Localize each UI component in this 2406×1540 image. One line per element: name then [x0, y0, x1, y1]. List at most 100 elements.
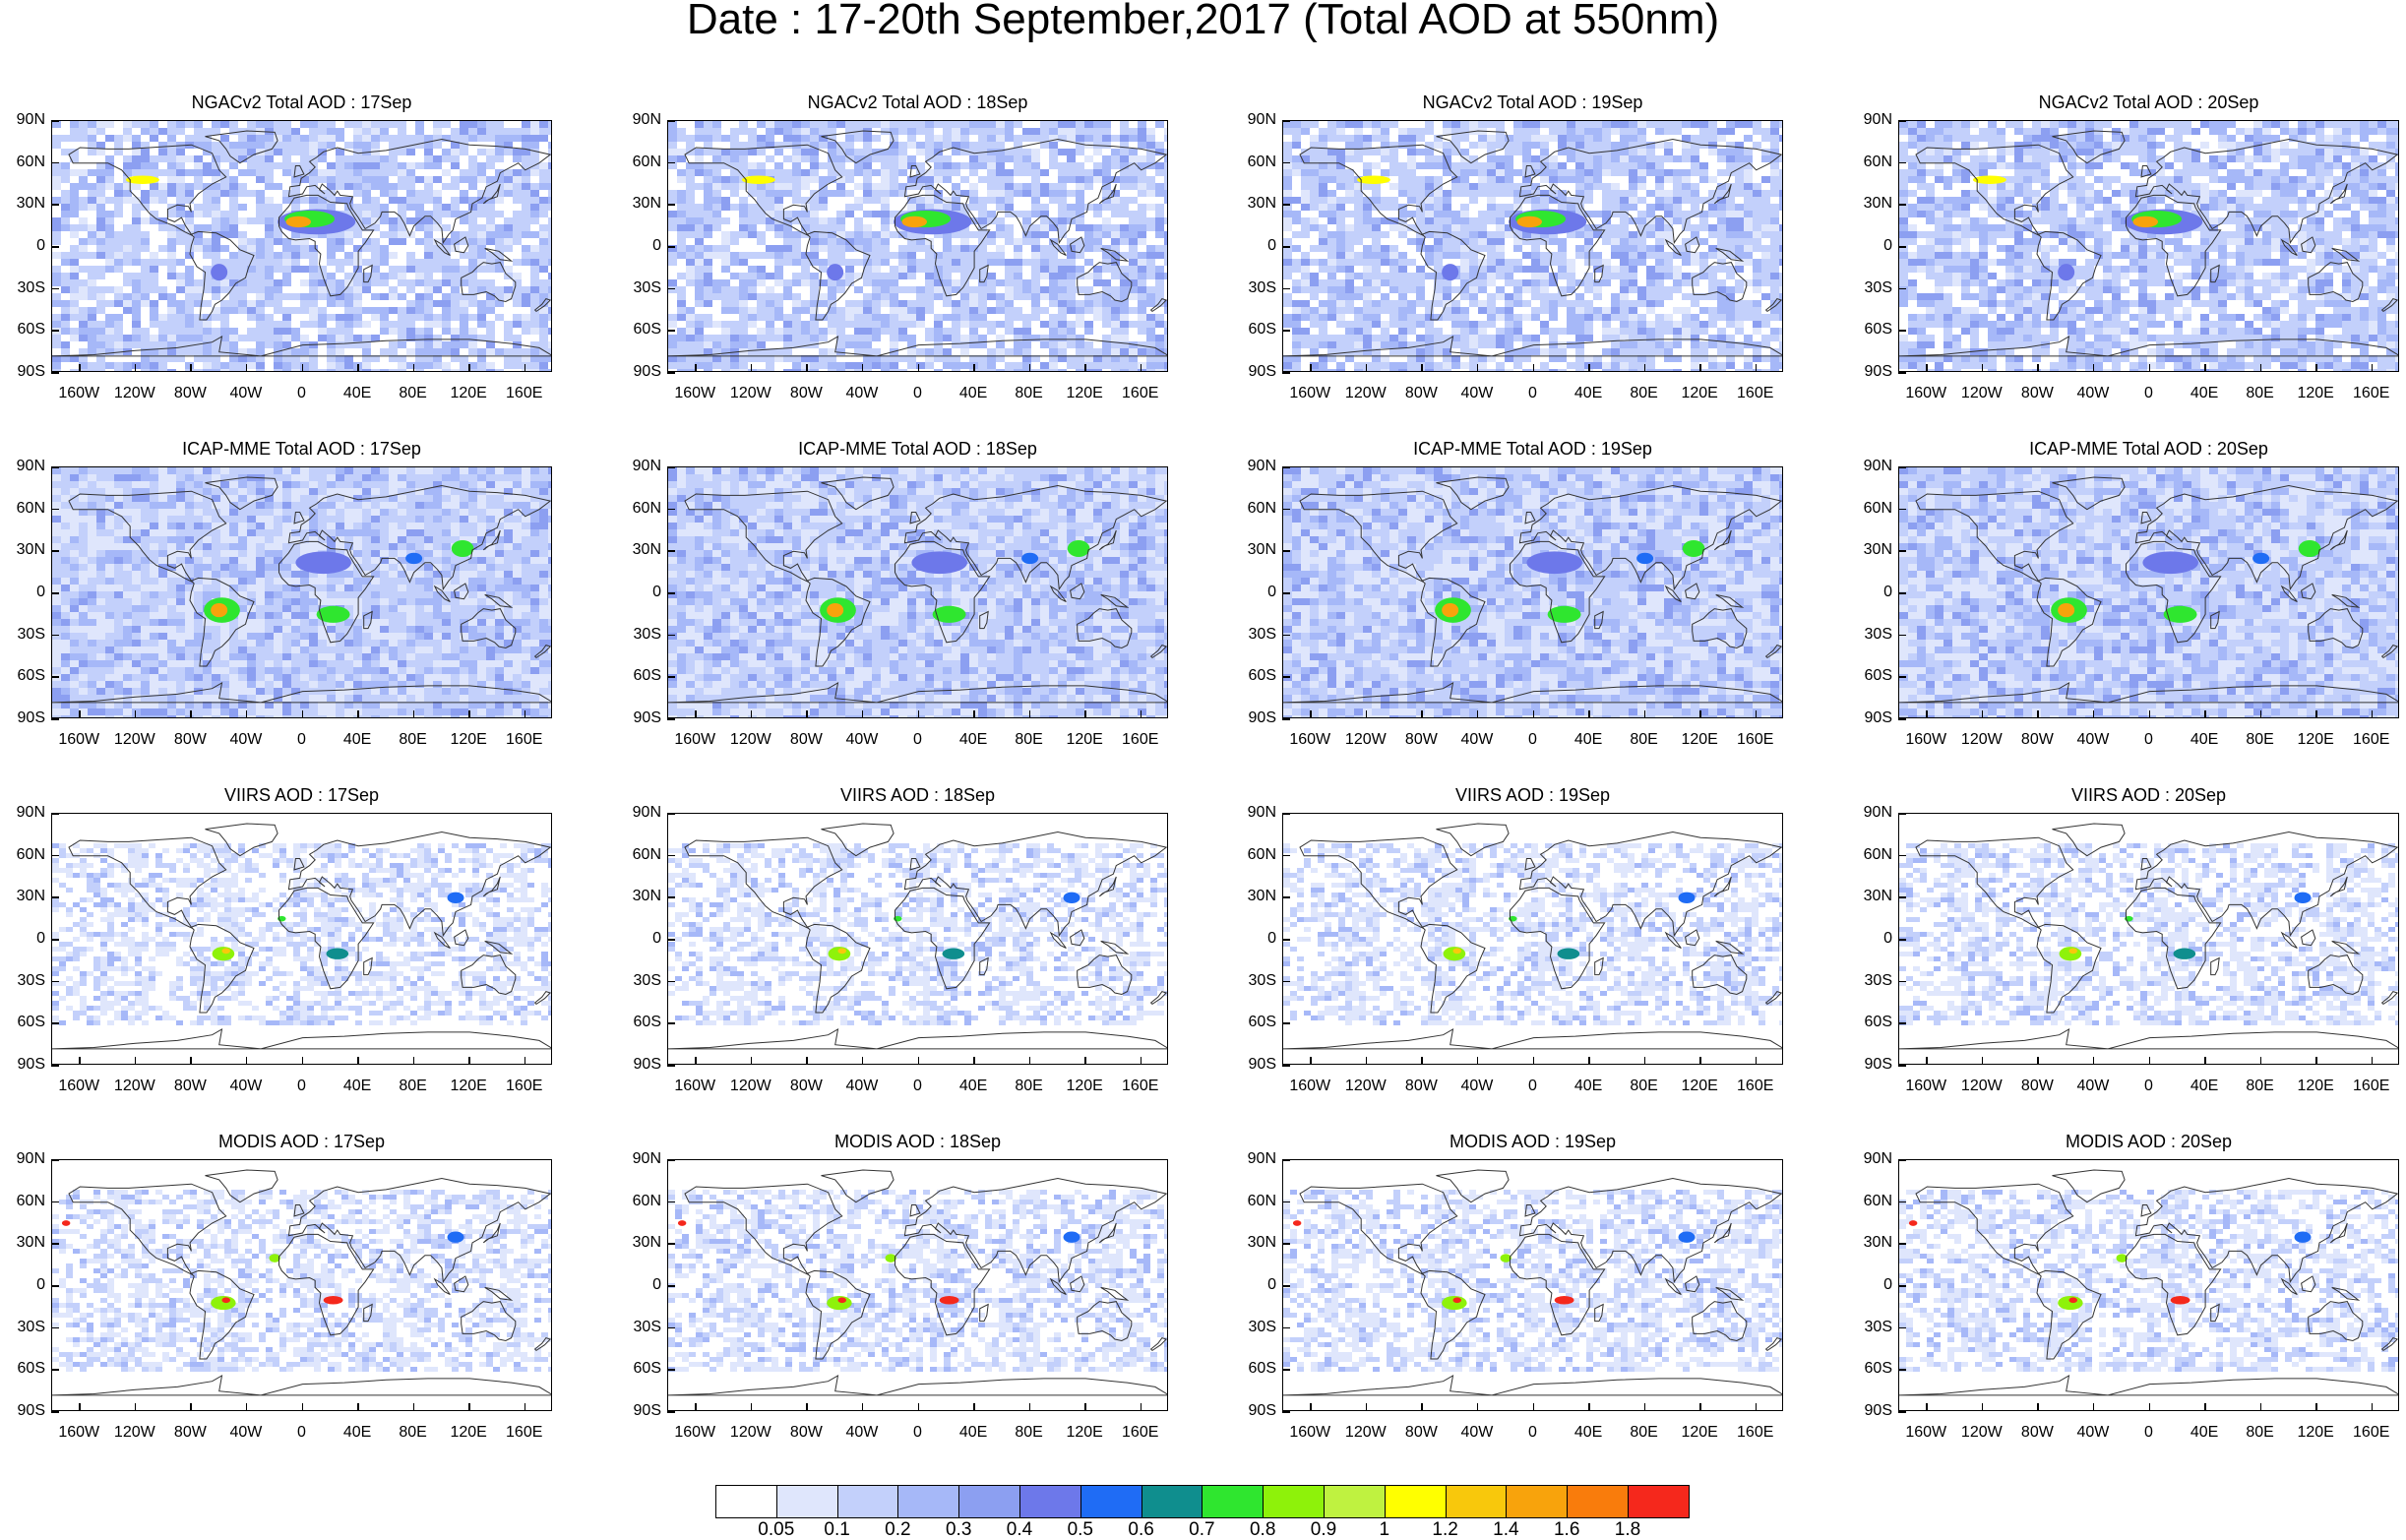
lon-tick [413, 710, 415, 718]
lon-tick [1477, 710, 1479, 718]
lon-label: 120E [1670, 1078, 1729, 1094]
aod-hotspot [1064, 893, 1080, 903]
map-panel [1898, 120, 2399, 372]
lon-tick [524, 1057, 526, 1065]
lon-tick [2315, 1057, 2317, 1065]
lon-label: 0 [273, 1078, 332, 1094]
lon-label: 40E [944, 732, 1003, 748]
lon-tick [751, 710, 753, 718]
lat-label: 30S [1851, 627, 1892, 643]
aod-hotspot [211, 1296, 235, 1310]
aod-hotspot [1909, 1220, 1917, 1226]
aod-hotspot [213, 947, 235, 960]
lon-tick [468, 364, 470, 372]
lon-tick [1699, 1057, 1701, 1065]
lon-label: 80W [2007, 386, 2067, 401]
lat-tick [1282, 509, 1290, 511]
lon-tick [862, 1057, 864, 1065]
lon-label: 120W [105, 732, 164, 748]
lon-tick [2093, 364, 2095, 372]
map-svg [52, 121, 552, 372]
lon-tick [135, 1057, 137, 1065]
lat-label: 60S [4, 668, 45, 684]
lat-label: 0 [1235, 1277, 1276, 1293]
lon-label: 120W [105, 1425, 164, 1441]
lon-tick [1310, 364, 1312, 372]
continent-outline [1283, 1376, 1783, 1395]
lon-label: 160E [1726, 1425, 1785, 1441]
map-panel [1282, 466, 1783, 718]
lon-tick [135, 1403, 137, 1411]
lon-label: 120W [1952, 732, 2011, 748]
lon-label: 40W [833, 732, 892, 748]
lon-label: 120E [1055, 1078, 1114, 1094]
lat-tick [51, 813, 59, 815]
lat-tick [667, 939, 675, 941]
lon-label: 160W [665, 1425, 724, 1441]
lat-label: 0 [1851, 1277, 1892, 1293]
lon-label: 0 [2120, 1078, 2179, 1094]
lon-label: 40E [328, 386, 387, 401]
lat-tick [51, 204, 59, 206]
lat-label: 0 [1235, 931, 1276, 947]
lat-tick [667, 676, 675, 678]
lon-tick [862, 1403, 864, 1411]
lat-label: 30S [1235, 973, 1276, 989]
lon-label: 160E [1111, 386, 1170, 401]
lat-label: 0 [4, 931, 45, 947]
lon-label: 80W [1391, 732, 1450, 748]
lat-tick [51, 162, 59, 164]
aod-field [668, 467, 1168, 718]
lat-tick [51, 676, 59, 678]
aod-hotspot [62, 1220, 70, 1226]
lon-tick [1029, 710, 1031, 718]
lat-tick [667, 592, 675, 594]
lon-tick [1141, 364, 1142, 372]
lon-label: 40W [1448, 386, 1507, 401]
lon-tick [1310, 1403, 1312, 1411]
lon-label: 80E [1000, 386, 1059, 401]
map-panel [51, 466, 552, 718]
map-panel [1282, 120, 1783, 372]
lat-tick [1898, 939, 1906, 941]
aod-hotspot [448, 893, 464, 903]
lat-tick [1282, 1201, 1290, 1203]
lat-label: 60N [1851, 847, 1892, 863]
lon-label: 40E [2175, 732, 2234, 748]
lon-label: 0 [1504, 732, 1563, 748]
lon-label: 40E [1559, 1425, 1618, 1441]
lon-tick [1421, 364, 1423, 372]
aod-hotspot [1679, 1232, 1696, 1243]
lat-tick [51, 1327, 59, 1329]
lat-tick [51, 246, 59, 248]
aod-field [1899, 467, 2399, 718]
lon-tick [190, 1403, 192, 1411]
map-panel [51, 813, 552, 1065]
lon-label: 160E [2342, 732, 2401, 748]
lat-tick [51, 1065, 59, 1067]
map-svg [668, 121, 1168, 372]
lon-label: 40E [328, 732, 387, 748]
lon-tick [2037, 1403, 2039, 1411]
lon-label: 120W [721, 1425, 780, 1441]
lat-tick [667, 162, 675, 164]
lon-tick [190, 364, 192, 372]
lat-tick [1282, 855, 1290, 857]
lon-tick [468, 710, 470, 718]
lon-tick [1699, 364, 1701, 372]
lon-label: 0 [1504, 1425, 1563, 1441]
lat-tick [1282, 1065, 1290, 1067]
lat-tick [667, 1327, 675, 1329]
aod-hotspot [1555, 1296, 1574, 1305]
lat-tick [1282, 1327, 1290, 1329]
colorbar-swatch [1506, 1485, 1568, 1518]
map-svg [668, 1160, 1168, 1411]
lon-tick [1366, 1403, 1368, 1411]
lat-tick [51, 1243, 59, 1245]
lat-label: 90N [620, 112, 661, 128]
lat-tick [1898, 1411, 1906, 1413]
lon-label: 40W [2064, 386, 2123, 401]
lon-tick [79, 710, 81, 718]
lon-tick [1926, 710, 1928, 718]
lon-label: 0 [1504, 1078, 1563, 1094]
